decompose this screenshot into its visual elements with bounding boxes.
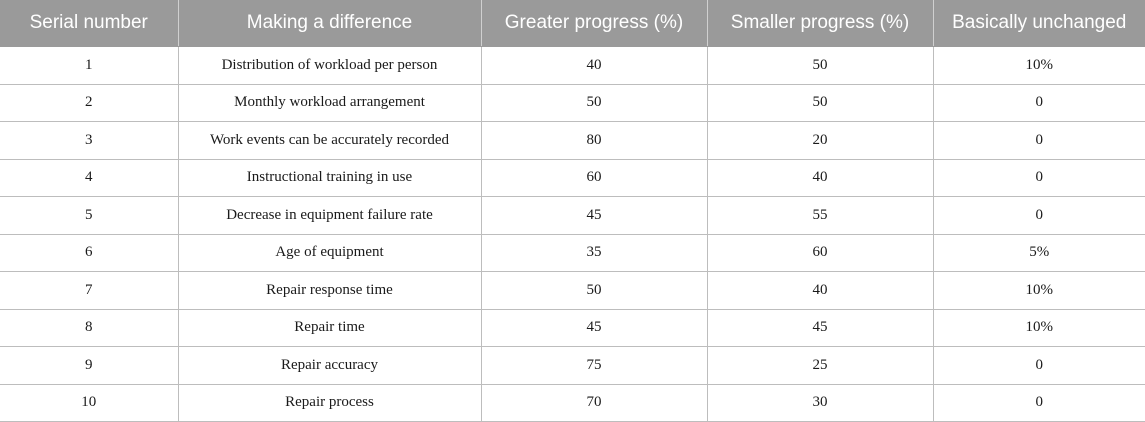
- cell-greater-progress: 80: [480, 121, 707, 160]
- cell-smaller-progress: 25: [706, 346, 933, 385]
- cell-serial-number: 10: [0, 384, 178, 422]
- table-header: Serial number Making a difference Greate…: [0, 0, 1145, 47]
- cell-basically-unchanged: 5%: [932, 234, 1145, 272]
- table-row: 10 Repair process 70 30 0: [0, 384, 1145, 422]
- cell-serial-number: 1: [0, 46, 178, 85]
- table-row: 9 Repair accuracy 75 25 0: [0, 346, 1145, 385]
- table-row: 4 Instructional training in use 60 40 0: [0, 159, 1145, 197]
- cell-making-a-difference: Decrease in equipment failure rate: [177, 196, 481, 235]
- cell-basically-unchanged: 10%: [932, 46, 1145, 85]
- cell-serial-number: 2: [0, 84, 178, 122]
- cell-basically-unchanged: 0: [932, 346, 1145, 385]
- cell-serial-number: 8: [0, 309, 178, 347]
- cell-smaller-progress: 40: [706, 159, 933, 197]
- table-row: 6 Age of equipment 35 60 5%: [0, 234, 1145, 272]
- cell-basically-unchanged: 0: [932, 384, 1145, 422]
- cell-greater-progress: 50: [480, 84, 707, 122]
- table-row: 1 Distribution of workload per person 40…: [0, 46, 1145, 85]
- cell-greater-progress: 70: [480, 384, 707, 422]
- cell-making-a-difference: Repair response time: [177, 271, 481, 310]
- table-row: 5 Decrease in equipment failure rate 45 …: [0, 196, 1145, 235]
- cell-serial-number: 4: [0, 159, 178, 197]
- cell-smaller-progress: 60: [706, 234, 933, 272]
- cell-greater-progress: 35: [480, 234, 707, 272]
- cell-smaller-progress: 50: [706, 84, 933, 122]
- table-row: 7 Repair response time 50 40 10%: [0, 271, 1145, 310]
- cell-basically-unchanged: 10%: [932, 309, 1145, 347]
- cell-smaller-progress: 55: [706, 196, 933, 235]
- cell-making-a-difference: Monthly workload arrangement: [177, 84, 481, 122]
- cell-basically-unchanged: 0: [932, 159, 1145, 197]
- cell-greater-progress: 45: [480, 196, 707, 235]
- cell-serial-number: 3: [0, 121, 178, 160]
- table-row: 8 Repair time 45 45 10%: [0, 309, 1145, 347]
- cell-serial-number: 7: [0, 271, 178, 310]
- cell-basically-unchanged: 0: [932, 121, 1145, 160]
- header-making-a-difference: Making a difference: [177, 0, 481, 47]
- cell-smaller-progress: 30: [706, 384, 933, 422]
- cell-smaller-progress: 20: [706, 121, 933, 160]
- cell-greater-progress: 60: [480, 159, 707, 197]
- cell-greater-progress: 75: [480, 346, 707, 385]
- cell-making-a-difference: Age of equipment: [177, 234, 481, 272]
- cell-making-a-difference: Distribution of workload per person: [177, 46, 481, 85]
- header-smaller-progress: Smaller progress (%): [706, 0, 933, 47]
- header-row: Serial number Making a difference Greate…: [0, 0, 1145, 47]
- cell-greater-progress: 45: [480, 309, 707, 347]
- cell-making-a-difference: Repair process: [177, 384, 481, 422]
- cell-serial-number: 9: [0, 346, 178, 385]
- cell-making-a-difference: Repair time: [177, 309, 481, 347]
- cell-basically-unchanged: 0: [932, 84, 1145, 122]
- cell-basically-unchanged: 0: [932, 196, 1145, 235]
- table-row: 2 Monthly workload arrangement 50 50 0: [0, 84, 1145, 122]
- header-serial-number: Serial number: [0, 0, 178, 47]
- cell-smaller-progress: 40: [706, 271, 933, 310]
- header-basically-unchanged: Basically unchanged: [932, 0, 1145, 47]
- cell-serial-number: 5: [0, 196, 178, 235]
- cell-making-a-difference: Work events can be accurately recorded: [177, 121, 481, 160]
- cell-greater-progress: 50: [480, 271, 707, 310]
- cell-basically-unchanged: 10%: [932, 271, 1145, 310]
- header-greater-progress: Greater progress (%): [480, 0, 707, 47]
- cell-making-a-difference: Instructional training in use: [177, 159, 481, 197]
- cell-making-a-difference: Repair accuracy: [177, 346, 481, 385]
- table-row: 3 Work events can be accurately recorded…: [0, 121, 1145, 160]
- cell-smaller-progress: 50: [706, 46, 933, 85]
- table-body: 1 Distribution of workload per person 40…: [0, 46, 1145, 422]
- cell-smaller-progress: 45: [706, 309, 933, 347]
- cell-greater-progress: 40: [480, 46, 707, 85]
- cell-serial-number: 6: [0, 234, 178, 272]
